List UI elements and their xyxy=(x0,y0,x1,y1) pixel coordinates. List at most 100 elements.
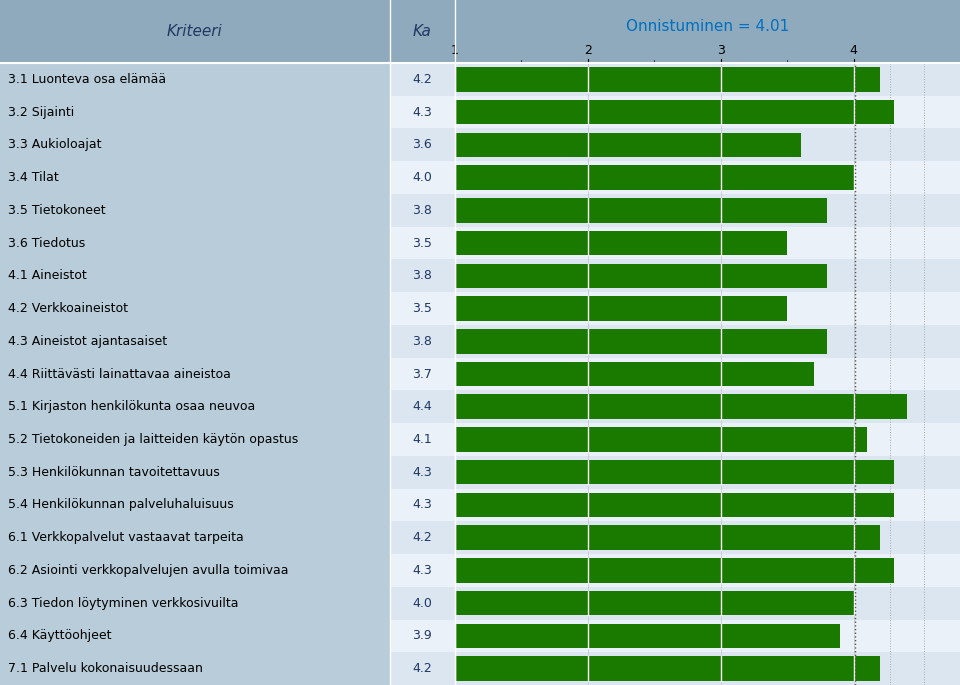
Bar xyxy=(0,63,390,96)
Bar xyxy=(0,0,960,63)
Text: 3.6: 3.6 xyxy=(413,138,432,151)
Text: 4.2: 4.2 xyxy=(413,531,432,544)
Bar xyxy=(455,165,853,190)
Bar xyxy=(390,325,960,358)
Text: 3.8: 3.8 xyxy=(413,269,432,282)
Bar xyxy=(0,227,390,260)
Bar xyxy=(455,329,828,353)
Text: Kriteeri: Kriteeri xyxy=(167,24,223,39)
Bar xyxy=(0,554,390,587)
Bar xyxy=(0,292,390,325)
Text: 6.1 Verkkopalvelut vastaavat tarpeita: 6.1 Verkkopalvelut vastaavat tarpeita xyxy=(8,531,244,544)
Bar xyxy=(390,652,960,685)
Bar xyxy=(390,456,960,488)
Bar xyxy=(455,231,787,256)
Text: 4.3 Aineistot ajantasaiset: 4.3 Aineistot ajantasaiset xyxy=(8,335,167,348)
Text: 4.0: 4.0 xyxy=(413,597,432,610)
Bar xyxy=(455,362,814,386)
Bar xyxy=(390,488,960,521)
Text: 3.8: 3.8 xyxy=(413,335,432,348)
Text: 1: 1 xyxy=(451,44,459,57)
Bar xyxy=(0,456,390,488)
Bar xyxy=(390,260,960,292)
Bar xyxy=(455,525,880,550)
Bar xyxy=(0,521,390,554)
Text: 4.3: 4.3 xyxy=(413,499,432,512)
Bar xyxy=(390,194,960,227)
Text: 4.2 Verkkoaineistot: 4.2 Verkkoaineistot xyxy=(8,302,128,315)
Bar xyxy=(0,488,390,521)
Text: 2: 2 xyxy=(584,44,592,57)
Text: Ka: Ka xyxy=(413,24,432,39)
Text: 6.4 Käyttöohjeet: 6.4 Käyttöohjeet xyxy=(8,630,111,643)
Bar xyxy=(390,63,960,96)
Text: 4.3: 4.3 xyxy=(413,105,432,119)
Text: 3.9: 3.9 xyxy=(413,630,432,643)
Bar xyxy=(0,619,390,652)
Text: 3.6 Tiedotus: 3.6 Tiedotus xyxy=(8,236,84,249)
Bar xyxy=(455,264,828,288)
Bar xyxy=(0,96,390,129)
Text: 4.4: 4.4 xyxy=(413,400,432,413)
Bar xyxy=(390,161,960,194)
Bar xyxy=(390,619,960,652)
Bar xyxy=(455,198,828,223)
Bar xyxy=(455,296,787,321)
Bar xyxy=(455,623,840,648)
Text: 3.3 Aukioloajat: 3.3 Aukioloajat xyxy=(8,138,101,151)
Bar xyxy=(455,427,867,452)
Bar xyxy=(455,100,894,125)
Text: 4.1: 4.1 xyxy=(413,433,432,446)
Bar xyxy=(455,395,907,419)
Bar xyxy=(390,129,960,161)
Bar xyxy=(390,390,960,423)
Text: 6.3 Tiedon löytyminen verkkosivuilta: 6.3 Tiedon löytyminen verkkosivuilta xyxy=(8,597,238,610)
Text: 4.0: 4.0 xyxy=(413,171,432,184)
Bar xyxy=(455,460,894,484)
Bar xyxy=(390,423,960,456)
Bar xyxy=(390,587,960,619)
Text: 4.1 Aineistot: 4.1 Aineistot xyxy=(8,269,86,282)
Bar xyxy=(390,358,960,390)
Text: 4.3: 4.3 xyxy=(413,466,432,479)
Text: 3.5 Tietokoneet: 3.5 Tietokoneet xyxy=(8,204,106,217)
Text: 5.4 Henkilökunnan palveluhaluisuus: 5.4 Henkilökunnan palveluhaluisuus xyxy=(8,499,233,512)
Text: 4.2: 4.2 xyxy=(413,662,432,675)
Text: 4: 4 xyxy=(850,44,857,57)
Bar xyxy=(455,656,880,681)
Bar xyxy=(390,227,960,260)
Bar xyxy=(0,129,390,161)
Text: 3.5: 3.5 xyxy=(413,236,432,249)
Bar xyxy=(0,194,390,227)
Text: 7.1 Palvelu kokonaisuudessaan: 7.1 Palvelu kokonaisuudessaan xyxy=(8,662,203,675)
Text: 3.4 Tilat: 3.4 Tilat xyxy=(8,171,59,184)
Text: 4.2: 4.2 xyxy=(413,73,432,86)
Bar xyxy=(455,558,894,583)
Text: 6.2 Asiointi verkkopalvelujen avulla toimivaa: 6.2 Asiointi verkkopalvelujen avulla toi… xyxy=(8,564,288,577)
Bar xyxy=(390,96,960,129)
Text: 3.7: 3.7 xyxy=(413,368,432,380)
Text: 3.8: 3.8 xyxy=(413,204,432,217)
Text: 4.3: 4.3 xyxy=(413,564,432,577)
Bar xyxy=(0,390,390,423)
Bar xyxy=(455,493,894,517)
Bar xyxy=(0,260,390,292)
Bar xyxy=(0,423,390,456)
Bar xyxy=(0,652,390,685)
Text: 5.1 Kirjaston henkilökunta osaa neuvoa: 5.1 Kirjaston henkilökunta osaa neuvoa xyxy=(8,400,255,413)
Bar xyxy=(455,67,880,92)
Bar xyxy=(390,292,960,325)
Text: 3.1 Luonteva osa elämää: 3.1 Luonteva osa elämää xyxy=(8,73,166,86)
Bar xyxy=(390,554,960,587)
Text: 5.2 Tietokoneiden ja laitteiden käytön opastus: 5.2 Tietokoneiden ja laitteiden käytön o… xyxy=(8,433,298,446)
Text: 3: 3 xyxy=(717,44,725,57)
Bar xyxy=(455,591,853,615)
Bar xyxy=(0,587,390,619)
Text: Onnistuminen = 4.01: Onnistuminen = 4.01 xyxy=(626,19,789,34)
Bar xyxy=(0,161,390,194)
Text: 5.3 Henkilökunnan tavoitettavuus: 5.3 Henkilökunnan tavoitettavuus xyxy=(8,466,220,479)
Text: 3.2 Sijainti: 3.2 Sijainti xyxy=(8,105,74,119)
Text: 4.4 Riittävästi lainattavaa aineistoa: 4.4 Riittävästi lainattavaa aineistoa xyxy=(8,368,230,380)
Text: 3.5: 3.5 xyxy=(413,302,432,315)
Bar xyxy=(0,358,390,390)
